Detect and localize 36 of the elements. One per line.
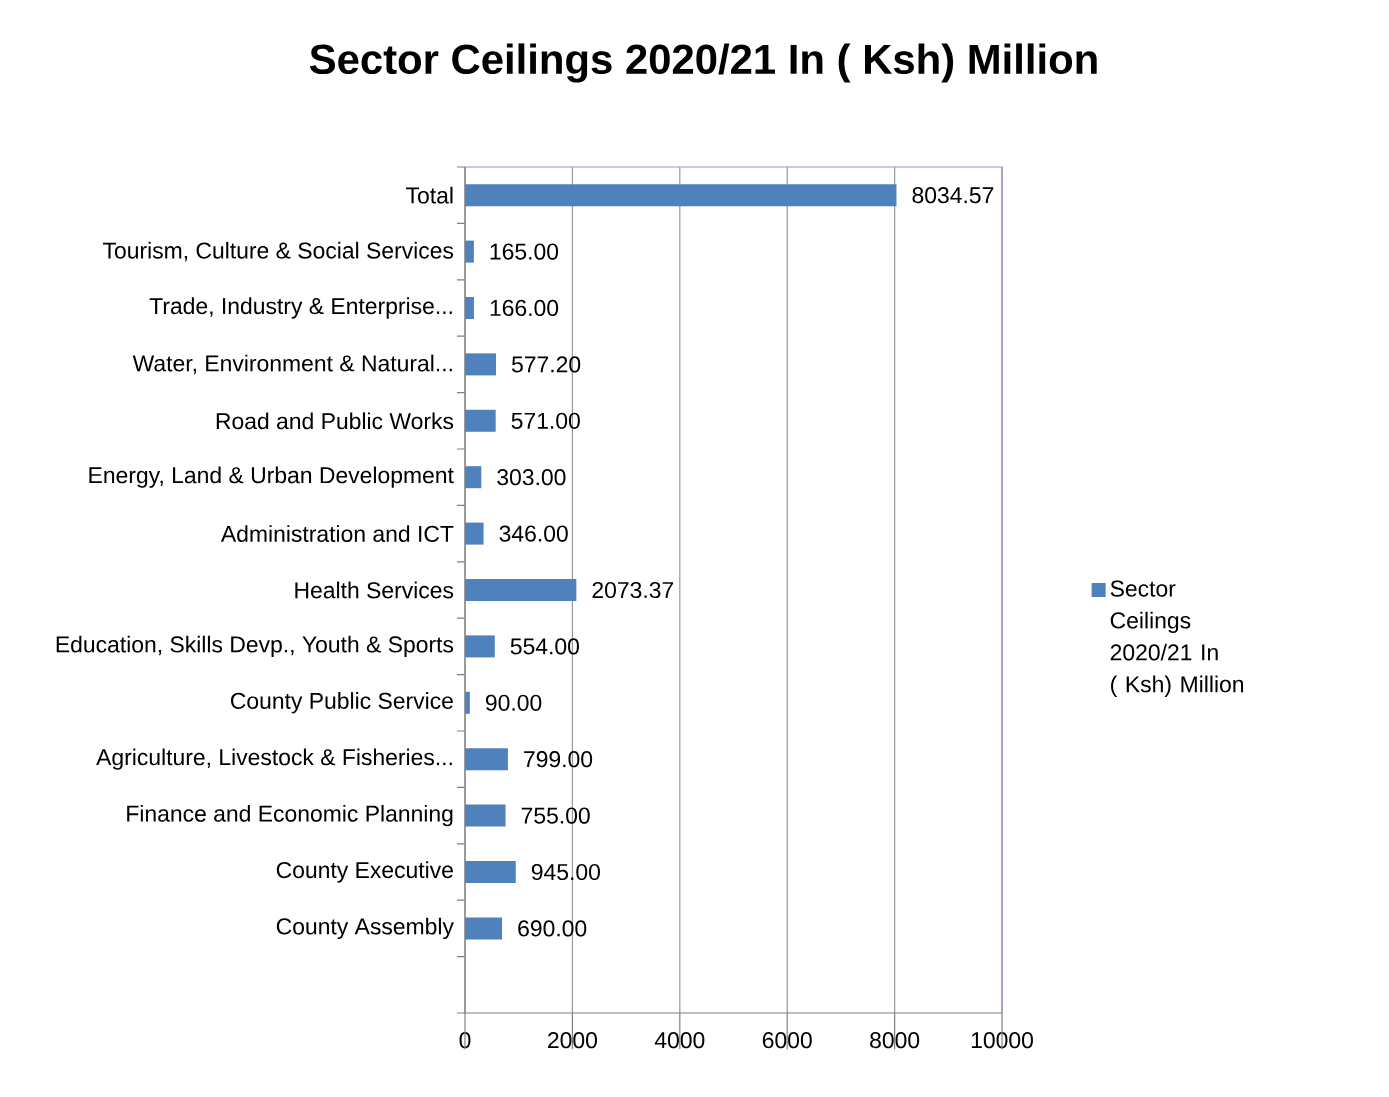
y-tick-label: Agriculture, Livestock & Fisheries... <box>96 748 452 770</box>
y-tick-label: Total <box>406 186 453 204</box>
data-label: 577.20 <box>511 356 581 373</box>
data-label: 945.00 <box>531 863 600 881</box>
y-tick-label: Administration and ICT <box>220 525 454 542</box>
x-tick-label: 4000 <box>654 1032 705 1049</box>
data-label: 690.00 <box>518 920 587 937</box>
data-label: 2073.37 <box>592 581 674 599</box>
y-tick-label: Energy, Land & Urban Development <box>89 466 454 488</box>
data-label: 166.00 <box>490 299 559 317</box>
x-tick-label: 10000 <box>971 1032 1033 1049</box>
y-tick-label: Water, Environment & Natural... <box>132 354 452 375</box>
y-tick-label: Road and Public Works <box>216 412 454 430</box>
y-tick-label: Tourism, Culture & Social Services <box>103 241 454 262</box>
y-tick-label: Education, Skills Devp., Youth & Sports <box>56 635 454 658</box>
data-label: 554.00 <box>510 638 579 655</box>
y-tick-label: County Public Service <box>230 692 453 714</box>
data-label: 346.00 <box>499 525 568 542</box>
x-tick-label: 0 <box>459 1032 471 1049</box>
data-label: 755.00 <box>521 807 590 824</box>
y-tick-label: Health Services <box>295 581 454 599</box>
data-label: 165.00 <box>490 243 559 260</box>
y-tick-label: Trade, Industry & Enterprise... <box>149 297 452 319</box>
x-tick-label: 6000 <box>762 1032 812 1049</box>
x-tick-label: 8000 <box>870 1032 920 1049</box>
data-label: 90.00 <box>485 694 542 711</box>
data-label: 571.00 <box>511 412 580 429</box>
x-tick-label: 2000 <box>548 1032 597 1049</box>
y-tick-label: Finance and Economic Planning <box>127 804 453 827</box>
chart-title: Sector Ceilings 2020/21 In ( Ksh) Million <box>309 43 1097 83</box>
y-tick-label: County Assembly <box>276 917 454 940</box>
data-label: 799.00 <box>524 751 593 768</box>
y-tick-label: County Executive <box>276 861 453 883</box>
data-label: 303.00 <box>497 469 566 486</box>
data-label: 8034.57 <box>912 187 994 204</box>
legend-label: Sector Ceilings 2020/21 In ( Ksh) Million <box>1110 580 1244 697</box>
